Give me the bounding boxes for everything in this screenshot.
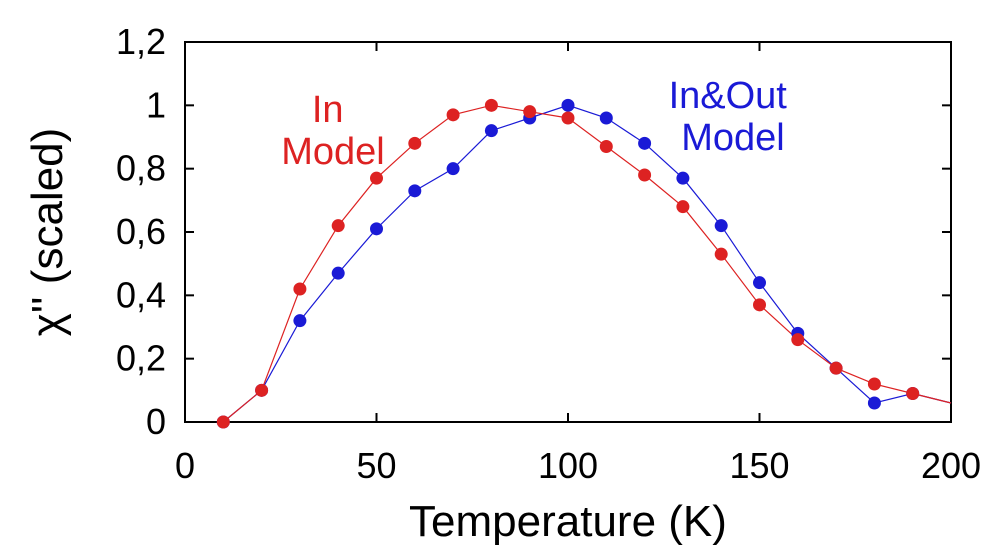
data-point-in-model [791,333,805,347]
x-tick-label: 200 [921,445,981,486]
annotation-in-model: In Model [281,89,385,173]
data-point-in-out-model [676,171,690,185]
data-point-in-model [676,200,690,214]
data-point-in-model [906,387,920,400]
annotation-in-model-line-2: Model [281,131,385,173]
data-point-in-model [331,219,345,233]
annotation-in-out-model-line-2: Model [681,117,785,159]
x-tick-label: 0 [175,445,195,486]
y-tick-label: 0,4 [116,274,166,315]
data-point-in-model [408,136,422,150]
data-point-in-out-model [638,136,652,150]
data-point-in-model [370,171,383,185]
annotation-in-model-line-1: In [312,89,344,131]
data-point-in-out-model [446,162,460,176]
data-point-in-model [255,383,269,397]
data-point-in-out-model [714,219,728,233]
y-tick-label: 0,2 [116,338,166,379]
y-tick-label: 0 [146,401,166,442]
data-point-in-model [714,247,728,261]
data-point-in-model [638,168,652,182]
data-point-in-model [293,282,307,296]
data-point-in-model [867,377,881,391]
y-tick-label: 0,6 [116,211,166,252]
data-point-in-out-model [867,396,881,410]
data-point-in-model [561,111,575,125]
y-tick-label: 1 [146,84,166,125]
x-axis-title: Temperature (K) [409,497,727,545]
data-point-in-model [753,298,766,312]
data-point-in-model [484,98,498,112]
y-tick-label: 0,8 [116,148,166,189]
data-point-in-model [446,108,460,122]
data-point-in-out-model [370,222,383,236]
x-tick-label: 50 [356,445,396,486]
x-tick-label: 150 [729,445,789,486]
series-line-in-model [222,104,952,423]
data-point-in-out-model [408,184,422,198]
x-tick-label: 100 [538,445,598,486]
data-point-in-model [599,140,613,153]
axis-ticks: 0 50 100 150 200 0 0,2 0,4 0,6 0,8 1 1,2 [116,21,981,486]
data-point-in-out-model [331,266,345,280]
data-point-in-model [523,105,537,119]
y-tick-label: 1,2 [116,21,166,62]
data-point-in-out-model [293,314,307,328]
data-point-in-out-model [599,111,613,125]
series-layer [216,98,952,429]
data-point-in-out-model [561,98,575,112]
data-point-in-model [829,361,843,375]
data-point-in-out-model [753,276,766,290]
annotation-in-out-model-line-1: In&Out [669,75,788,117]
data-point-in-model [216,415,230,429]
series-line-in-out-model [222,104,952,423]
data-point-in-out-model [484,124,498,138]
annotation-in-out-model: In&Out Model [669,75,798,159]
y-axis-title: χ'' (scaled) [23,128,72,337]
